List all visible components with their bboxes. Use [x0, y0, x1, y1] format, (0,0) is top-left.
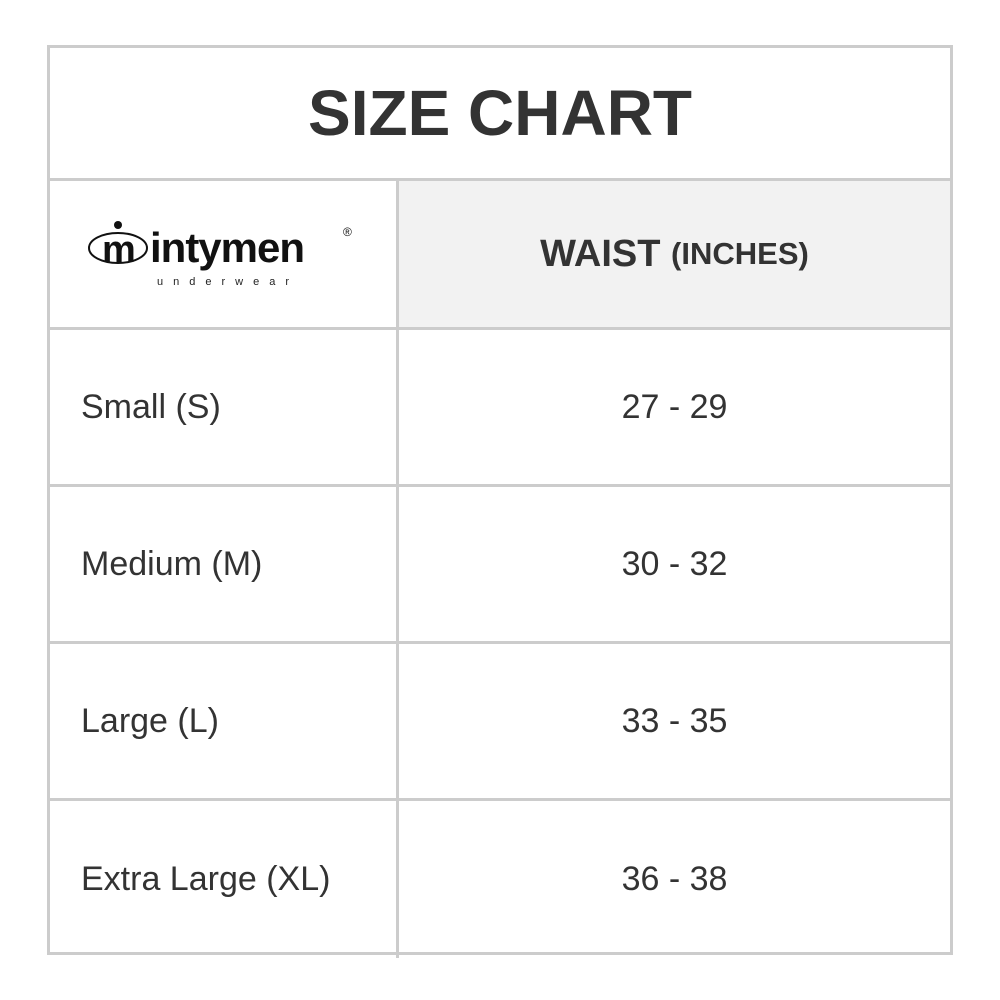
svg-text:®: ®	[343, 225, 352, 239]
waist-cell: 33 - 35	[621, 701, 728, 740]
size-cell: Small (S)	[50, 330, 399, 484]
table-row: Small (S) 27 - 29	[50, 330, 950, 487]
waist-cell: 36 - 38	[621, 860, 728, 898]
chart-title: SIZE CHART	[50, 48, 950, 181]
size-cell: Medium (M)	[50, 487, 399, 641]
size-cell: Extra Large (XL)	[50, 801, 399, 958]
logo-wordmark: m intymen ®	[88, 221, 352, 271]
logo-tagline: underwear	[157, 276, 299, 288]
waist-header: WAIST (INCHES)	[399, 181, 950, 327]
table-row: Large (L) 33 - 35	[50, 644, 950, 801]
header-row: m intymen ® underwear WAIST (INCHES)	[50, 181, 950, 330]
svg-text:m: m	[102, 229, 136, 271]
brand-logo-cell: m intymen ® underwear	[50, 181, 399, 327]
intymen-logo: m intymen ® underwear	[88, 220, 358, 288]
size-cell: Large (L)	[50, 644, 399, 798]
svg-text:intymen: intymen	[150, 224, 304, 271]
unit-label: (INCHES)	[671, 236, 809, 271]
table-row: Extra Large (XL) 36 - 38	[50, 801, 950, 958]
size-chart-table: SIZE CHART m intymen ® underwear WAIST (…	[47, 45, 953, 958]
waist-cell: 30 - 32	[621, 544, 728, 583]
waist-cell: 27 - 29	[621, 387, 728, 426]
waist-label: WAIST	[540, 232, 661, 275]
table-row: Medium (M) 30 - 32	[50, 487, 950, 644]
